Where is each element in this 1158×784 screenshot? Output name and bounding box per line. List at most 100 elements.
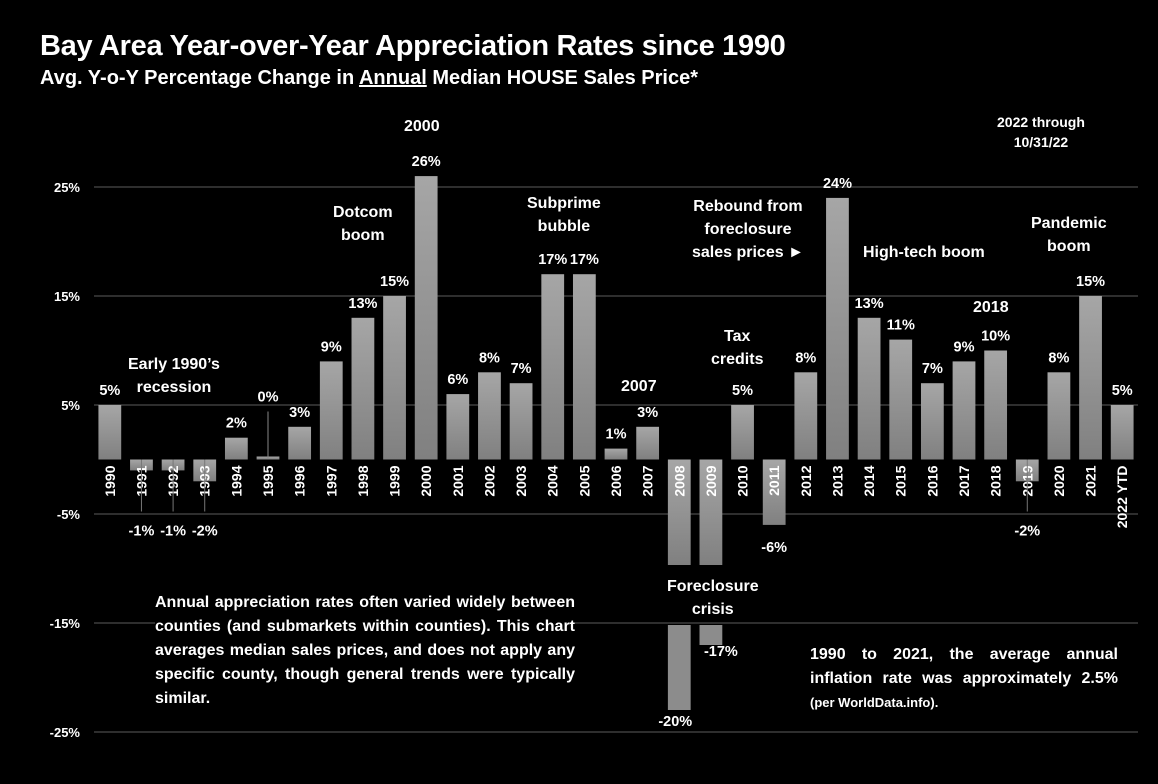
bar [984,350,1008,460]
note-inflation: 1990 to 2021, the average annual inflati… [810,643,1118,715]
bar [288,426,312,460]
x-tick-label: 1995 [260,465,276,496]
data-label: -1% [160,524,186,540]
x-tick-label: 2005 [576,465,592,496]
x-tick-label: 2002 [481,465,497,496]
bar [446,394,470,460]
annotation-line: foreclosure [704,221,792,238]
annotation-dotcom: Dotcom boom [333,201,393,247]
x-axis-labels: 1990 1991 1992 1993 1994 1995 1996 1997 1998 1999… [102,465,1130,528]
x-tick-label: 2012 [798,465,814,496]
bar [478,372,501,460]
annotation-line: Early 1990’s [128,356,220,373]
data-label: -6% [761,540,787,556]
data-label: 6% [447,372,468,388]
y-tick-label: 5% [61,398,80,413]
bar [509,383,533,460]
annotation-subprime: Subprime bubble [527,192,601,238]
x-tick-label: 2015 [893,465,909,496]
annotation-line: Foreclosure [667,578,759,595]
data-label: 11% [887,318,915,334]
annotation-line: sales prices ► [692,244,804,261]
data-label: 9% [321,339,342,355]
bar [572,274,596,460]
data-label: 8% [795,350,816,366]
annotation-line: bubble [537,218,591,235]
bar [541,274,565,460]
annotation-line: Pandemic [1031,215,1107,232]
x-tick-label: 1999 [387,465,403,496]
bar-lower [699,625,723,645]
data-label: 9% [954,339,975,355]
subtitle-post: Median HOUSE Sales Price* [426,67,698,89]
annotation-line: 10/31/22 [1013,134,1069,150]
data-label: 24% [823,176,852,192]
data-label: 15% [380,274,409,290]
bar [952,361,976,460]
annotation-line: credits [711,351,764,368]
annotation-line: 2022 through [997,114,1085,130]
note-counties: Annual appreciation rates often varied w… [155,591,575,711]
x-tick-label: 2000 [418,465,434,496]
note-inflation-main: 1990 to 2021, the average annual inflati… [810,646,1118,687]
bar [889,339,913,460]
x-tick-label: 2006 [608,465,624,496]
annotation-high-tech: High-tech boom [863,244,985,261]
annotation-foreclosure: Foreclosure crisis [667,575,759,621]
bar [667,459,691,565]
bar [98,405,122,460]
x-tick-label: 2013 [829,465,845,496]
annotation-line: recession [136,379,212,396]
annotation-tax-credits: Tax credits [711,325,763,371]
subtitle-underlined: Annual [358,67,427,89]
data-label: -20% [658,714,692,730]
bar [920,383,944,460]
bar [1110,405,1134,460]
data-label: -2% [1014,524,1040,540]
annotation-line: boom [341,227,385,244]
x-tick-label: 2014 [861,465,877,496]
y-axis-ticks: 25% 15% 5% -5% -15% -25% [50,180,81,740]
chart-title: Bay Area Year-over-Year Appreciation Rat… [40,30,786,62]
x-tick-label: 2011 [766,465,782,496]
data-label: 10% [981,329,1010,345]
subtitle-pre: Avg. Y-o-Y Percentage Change in [40,67,359,89]
x-tick-label: 2009 [703,465,719,496]
x-tick-label: 2008 [671,465,687,496]
data-label: 5% [732,383,753,399]
x-tick-label: 2020 [1051,465,1067,496]
x-tick-label: 2017 [956,465,972,496]
data-label: 13% [855,296,884,312]
data-label: -1% [129,524,155,540]
annotation-year-2018: 2018 [973,299,1009,316]
annotation-early-1990s: Early 1990’s recession [128,353,220,399]
bar-lower [667,625,691,710]
annotation-line: Dotcom [333,204,393,221]
bar [383,296,406,460]
annotation-line: Subprime [527,195,601,212]
bar [636,426,660,460]
y-tick-label: -5% [57,507,81,522]
annotation-year-2007: 2007 [621,378,657,395]
data-label: 5% [99,383,120,399]
data-label: 3% [289,405,310,421]
x-tick-label: 1990 [102,465,118,496]
data-label: 3% [637,405,658,421]
annotation-line: crisis [691,601,734,618]
bar [224,437,248,460]
x-tick-label: 1996 [292,465,308,496]
y-tick-label: 15% [54,289,80,304]
y-tick-label: -15% [50,616,81,631]
x-tick-label: 1997 [323,465,339,496]
data-label: 26% [412,154,441,170]
data-label: 15% [1076,274,1105,290]
bar [319,361,343,460]
data-label: 8% [1048,350,1069,366]
annotation-pandemic: Pandemic boom [1031,212,1107,258]
data-label: 2% [226,416,247,432]
data-label: -17% [704,644,738,660]
bar [414,176,438,460]
annotation-rebound: Rebound from foreclosure sales prices ► [692,195,804,264]
x-tick-label: 2018 [988,465,1004,496]
